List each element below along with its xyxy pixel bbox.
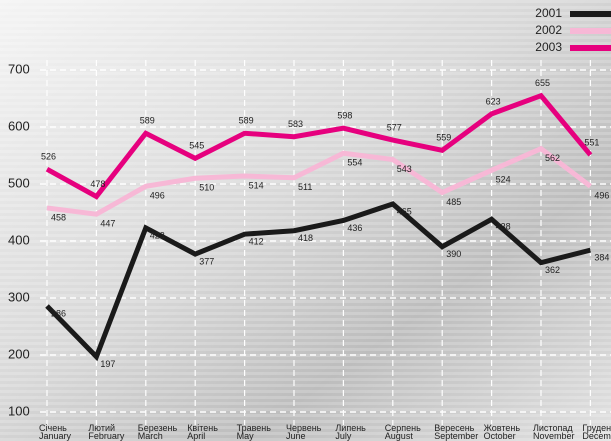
x-tick-label: Лютий February	[88, 423, 125, 441]
series-line	[45, 92, 593, 200]
x-tick-label: ГруденьDecember	[582, 423, 611, 441]
y-tick-label: 200	[8, 346, 30, 361]
x-tick-label-en: January	[39, 431, 72, 441]
y-tick-label: 100	[8, 403, 30, 418]
value-label: 562	[545, 153, 560, 163]
x-tick-label: Травень May	[237, 423, 272, 441]
value-label: 362	[545, 265, 560, 275]
value-label: 589	[239, 116, 254, 126]
x-tick-label-en: March	[138, 431, 163, 441]
x-tick-label-en: October	[484, 431, 516, 441]
x-tick-label: Вересень September	[434, 423, 478, 441]
x-tick-label-en: July	[335, 431, 352, 441]
value-label: 458	[51, 212, 66, 222]
x-tick-label-ua: Листопад	[533, 423, 573, 433]
x-tick-label-ua: Липень	[335, 423, 366, 433]
x-tick-label-ua: Березень	[138, 423, 178, 433]
value-label: 423	[150, 230, 165, 240]
x-tick-label-en: February	[88, 431, 125, 441]
value-label: 478	[90, 179, 105, 189]
value-label: 377	[199, 256, 214, 266]
legend-label: 2002	[535, 23, 562, 37]
x-tick-label: Січень January	[39, 423, 72, 441]
x-tick-label-ua: Серпень	[385, 423, 421, 433]
value-label: 554	[347, 158, 362, 168]
x-tick-label: Березень March	[138, 423, 178, 441]
value-label: 447	[100, 219, 115, 229]
value-label: 465	[397, 206, 412, 216]
value-label: 510	[199, 183, 214, 193]
legend-swatch	[570, 11, 611, 17]
value-label: 623	[486, 96, 501, 106]
x-tick-label-en: August	[385, 431, 414, 441]
y-tick-label: 400	[8, 232, 30, 247]
value-label: 511	[298, 182, 312, 192]
x-tick-label-ua: Лютий	[88, 423, 115, 433]
x-tick-label-ua: Грудень	[582, 423, 611, 433]
value-label: 514	[249, 180, 264, 190]
value-label: 543	[397, 164, 412, 174]
series-line	[46, 145, 592, 217]
value-label: 583	[288, 119, 303, 129]
value-label: 384	[594, 252, 609, 262]
series-line	[45, 201, 592, 362]
x-tick-label-en: June	[286, 431, 306, 441]
value-label: 551	[584, 137, 599, 147]
value-label: 559	[436, 133, 451, 143]
value-label: 577	[387, 122, 402, 132]
x-tick-label: Жовтень October	[484, 423, 521, 441]
value-label: 438	[496, 222, 511, 232]
value-label: 436	[347, 223, 362, 233]
y-tick-label: 500	[8, 175, 30, 190]
x-tick-label: Липень July	[335, 423, 366, 441]
x-tick-label-ua: Вересень	[434, 423, 474, 433]
x-tick-label-ua: Січень	[39, 423, 67, 433]
y-tick-label: 700	[8, 61, 30, 76]
value-label: 545	[189, 141, 204, 151]
x-tick-label-ua: Квітень	[187, 423, 218, 433]
value-label: 197	[100, 359, 115, 369]
legend-label: 2003	[535, 40, 562, 54]
value-label: 526	[41, 152, 56, 162]
x-tick-label-en: November	[533, 431, 575, 441]
value-label: 418	[298, 233, 313, 243]
x-tick-label-en: September	[434, 431, 478, 441]
y-tick-label: 300	[8, 289, 30, 304]
legend-swatch	[570, 28, 611, 34]
x-tick-label: Листопад November	[533, 423, 575, 441]
x-tick-label-en: May	[237, 431, 255, 441]
value-label: 598	[337, 111, 352, 121]
legend-label: 2001	[535, 6, 562, 20]
x-tick-label-ua: Жовтень	[484, 423, 521, 433]
value-label: 286	[51, 308, 66, 318]
value-label: 412	[249, 237, 264, 247]
y-tick-label: 600	[8, 118, 30, 133]
x-tick-label: Квітень April	[187, 423, 218, 441]
value-label: 485	[446, 197, 461, 207]
value-label: 496	[594, 191, 609, 201]
x-tick-label-en: December	[582, 431, 611, 441]
value-label: 524	[496, 175, 511, 185]
value-label: 655	[535, 78, 550, 88]
legend-swatch	[570, 45, 611, 51]
x-tick-label-ua: Червень	[286, 423, 322, 433]
value-label: 496	[150, 191, 165, 201]
value-label: 390	[446, 249, 461, 259]
x-tick-label: Червень June	[286, 423, 322, 441]
value-label: 589	[140, 116, 155, 126]
x-tick-label: Серпень August	[385, 423, 421, 441]
x-tick-label-ua: Травень	[237, 423, 272, 433]
x-tick-label-en: April	[187, 431, 205, 441]
